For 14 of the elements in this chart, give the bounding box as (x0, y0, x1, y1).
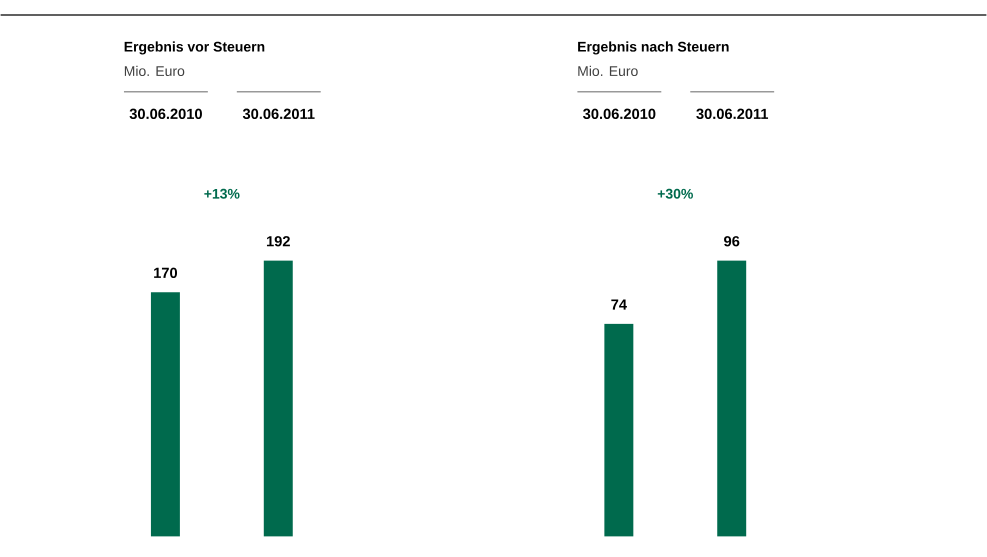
x-tick-label: 30.06.2010 (583, 108, 656, 119)
data-label: 170 (154, 268, 178, 278)
data-label: 192 (266, 236, 290, 246)
data-label: 96 (724, 236, 740, 246)
chart-title: Ergebnis vor Steuern (124, 41, 264, 54)
chart-subtitle: Mio. Euro (578, 66, 638, 76)
x-tick-label: 30.06.2010 (130, 108, 202, 119)
text: +30% (658, 188, 693, 199)
x-tick-label: 30.06.2011 (242, 108, 315, 119)
data-label: 74 (611, 299, 627, 310)
chart-title: Ergebnis nach Steuern (578, 41, 729, 54)
x-tick-label: 30.06.2011 (696, 108, 768, 119)
chart-subtitle: Mio. Euro (124, 66, 184, 76)
text: +13% (204, 188, 240, 199)
